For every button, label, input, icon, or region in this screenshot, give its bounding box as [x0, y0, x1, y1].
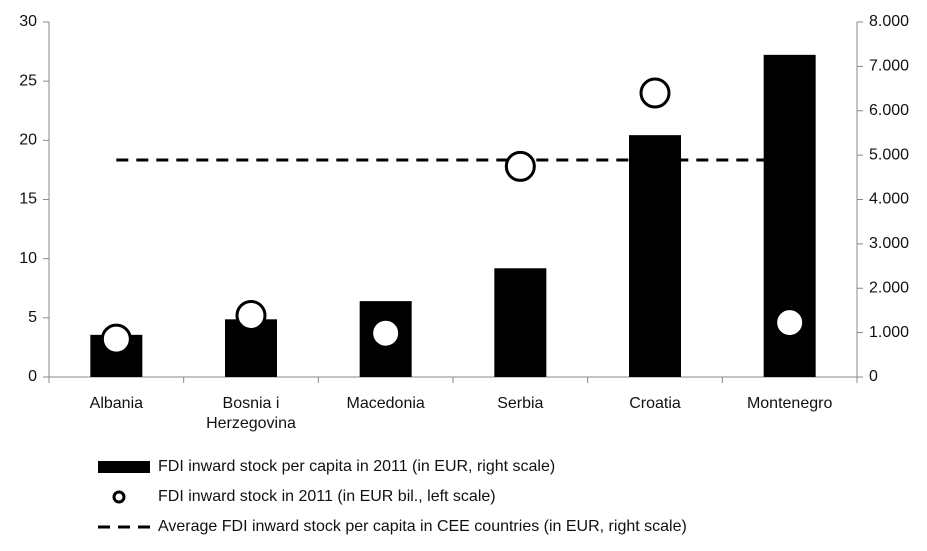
y-tick-label: 30 — [19, 13, 37, 30]
x-tick-label: Serbia — [497, 395, 544, 412]
y-tick-label: 20 — [19, 132, 37, 149]
marker — [370, 317, 402, 349]
y2-tick-label: 6.000 — [869, 102, 909, 119]
y-tick-label: 10 — [19, 250, 37, 267]
y-tick-label: 25 — [19, 72, 37, 89]
legend-label: FDI inward stock in 2011 (in EUR bil., l… — [158, 488, 496, 505]
x-tick-label: Albania — [89, 395, 144, 412]
y2-tick-label: 1.000 — [869, 324, 909, 341]
x-tick-label: Bosnia i Herzegovina — [206, 395, 296, 432]
marker — [504, 150, 536, 182]
marker — [100, 323, 132, 355]
y2-tick-label: 7.000 — [869, 58, 909, 75]
y-tick-label: 5 — [28, 309, 37, 326]
y2-tick-label: 0 — [869, 368, 878, 385]
x-tick-label: Croatia — [629, 395, 681, 412]
y2-tick-label: 2.000 — [869, 279, 909, 296]
marker — [235, 299, 267, 331]
bar — [494, 268, 547, 377]
legend-label: Average FDI inward stock per capita in C… — [158, 518, 687, 535]
x-tick-label: Montenegro — [746, 395, 833, 412]
bar — [629, 135, 681, 377]
marker — [639, 77, 671, 109]
legend-swatch — [98, 461, 150, 473]
y-tick-label: 0 — [28, 368, 37, 385]
y2-tick-label: 5.000 — [869, 146, 909, 163]
x-tick-label: Macedonia — [346, 395, 425, 412]
marker — [774, 307, 806, 339]
y-tick-label: 15 — [19, 191, 37, 208]
y2-tick-label: 4.000 — [869, 191, 909, 208]
legend-swatch — [112, 490, 126, 504]
y2-tick-label: 3.000 — [869, 235, 909, 252]
legend-label: FDI inward stock per capita in 2011 (in … — [158, 458, 555, 475]
y2-tick-label: 8.000 — [869, 13, 909, 30]
